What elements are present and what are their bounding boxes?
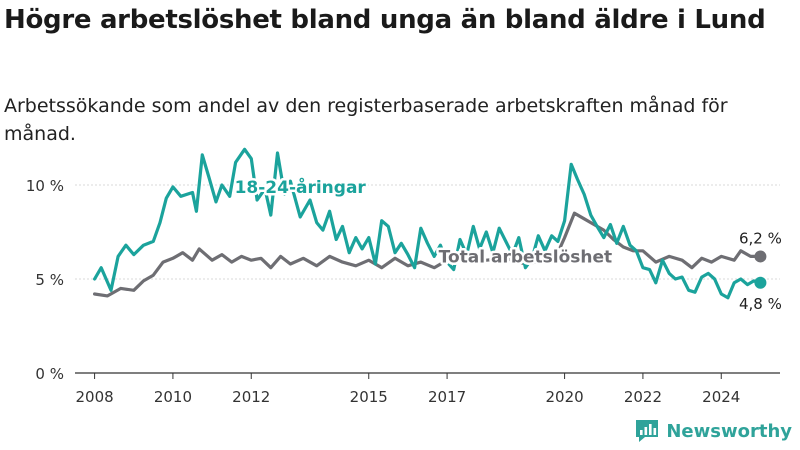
x-tick-label: 2015: [350, 388, 388, 406]
newsworthy-logo-icon: [636, 420, 659, 442]
x-tick-label: 2010: [154, 388, 192, 406]
x-tick-label: 2008: [75, 388, 113, 406]
end-dot-total: [754, 250, 767, 263]
x-tick-label: 2024: [702, 388, 740, 406]
series-line-youth: [93, 147, 762, 300]
chart-title: Högre arbetslöshet bland unga än bland ä…: [4, 5, 766, 35]
y-axis-tick-labels: 0 % 5 % 10 %: [26, 177, 64, 383]
annotation-youth: 18-24-åringar: [235, 176, 367, 198]
x-tick-label: 2017: [428, 388, 466, 406]
brand-name: Newsworthy: [666, 420, 792, 442]
series-annotations: 18-24-åringar Total arbetslöshet: [232, 173, 615, 270]
x-tick-label: 2012: [232, 388, 270, 406]
gridlines: [75, 184, 780, 280]
x-tick-label: 2020: [545, 388, 583, 406]
series-line-total: [93, 211, 762, 298]
chart-subtitle: Arbetssökande som andel av den registerb…: [4, 95, 728, 145]
annotation-total: Total arbetslöshet: [439, 247, 613, 267]
y-tick-label: 0 %: [35, 365, 64, 383]
end-dot-youth: [754, 276, 767, 289]
x-axis-ticks: 2008 2010 2012 2015 2017 2020 2022 2024: [75, 373, 740, 406]
y-tick-label: 10 %: [26, 177, 64, 195]
end-value-labels: 6,2 % 4,8 %: [737, 227, 784, 314]
x-tick-label: 2022: [624, 388, 662, 406]
y-tick-label: 5 %: [35, 271, 64, 289]
series-lines: [93, 147, 762, 300]
end-label-total: 6,2 %: [739, 229, 782, 247]
newsworthy-brand[interactable]: Newsworthy: [634, 418, 792, 444]
end-label-youth: 4,8 %: [739, 295, 782, 313]
